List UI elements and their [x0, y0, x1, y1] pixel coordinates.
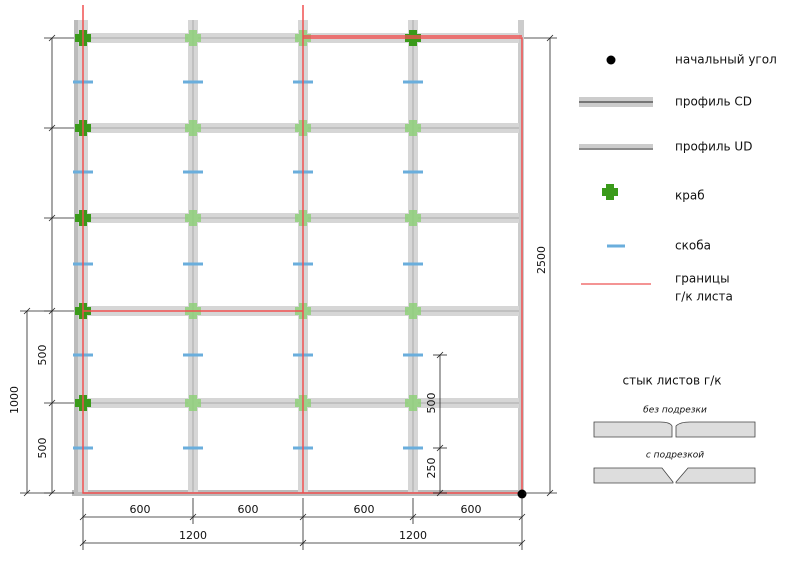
dim-label: 500 [36, 345, 49, 366]
crab [405, 395, 421, 411]
crab [185, 120, 201, 136]
crab [405, 303, 421, 319]
ud-profile [518, 20, 524, 496]
dim-label: 2500 [535, 246, 548, 274]
dim-label: 600 [130, 503, 151, 516]
dim-label: 250 [425, 458, 438, 479]
joint-label: с подрезкой [646, 451, 704, 461]
dim-label: 600 [461, 503, 482, 516]
ud-profile [74, 20, 81, 496]
joint-title: стык листов г/к [622, 374, 721, 388]
dim-label: 500 [36, 438, 49, 459]
crab [405, 120, 421, 136]
joint-shape [675, 421, 756, 438]
crab [185, 210, 201, 226]
crab-icon [602, 184, 618, 200]
frame [72, 5, 527, 499]
dim-label: 1200 [179, 529, 207, 542]
crab [185, 395, 201, 411]
dim-label: 1000 [8, 386, 21, 414]
joint-shape [675, 467, 756, 484]
joint-shape [593, 467, 674, 484]
legend-label: границы [675, 272, 730, 286]
dimension-labels: 500 500 1000 2500 500 250 600 600 600 60… [8, 246, 548, 542]
crab [405, 210, 421, 226]
corner-icon [606, 55, 616, 65]
legend-label: начальный угол [675, 53, 777, 67]
dim-label: 1200 [399, 529, 427, 542]
legend-label: скоба [675, 239, 711, 253]
legend-label: г/к листа [675, 290, 733, 304]
ud-icon [579, 144, 653, 150]
dim-label: 500 [425, 393, 438, 414]
start-corner [517, 489, 527, 499]
joint-shape [593, 421, 673, 438]
joint: стык листов г/к без подрезки с подрезкой [593, 374, 756, 484]
dimensions [20, 34, 557, 550]
legend: начальный угол профиль CD профиль UD кра… [579, 53, 777, 304]
legend-label: профиль CD [675, 95, 752, 109]
dim-label: 600 [354, 503, 375, 516]
joint-label: без подрезки [643, 406, 707, 416]
legend-label: краб [675, 189, 705, 203]
legend-label: профиль UD [675, 140, 752, 154]
crab [185, 30, 201, 46]
dim-label: 600 [238, 503, 259, 516]
